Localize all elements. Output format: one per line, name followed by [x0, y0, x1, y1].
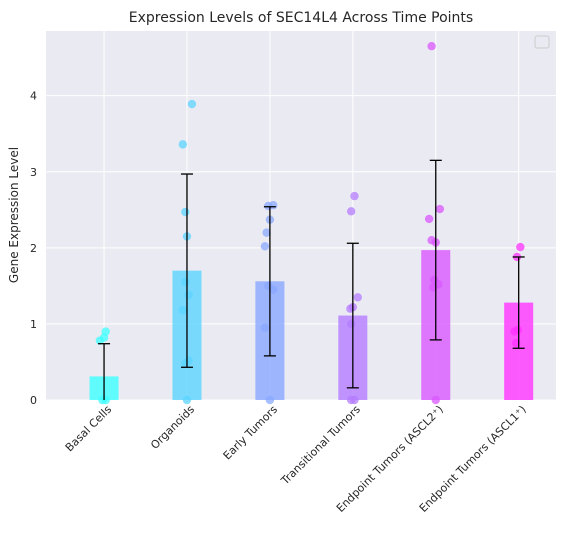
error-bar	[98, 343, 111, 400]
data-point	[346, 207, 356, 216]
x-tick-label: Organoids	[148, 403, 197, 452]
data-point	[98, 395, 107, 405]
data-point	[353, 293, 363, 302]
data-point	[427, 42, 436, 51]
data-point	[350, 395, 359, 405]
y-tick-label: 1	[30, 318, 37, 331]
data-point	[427, 236, 436, 245]
data-point	[178, 306, 188, 315]
data-point	[350, 191, 359, 201]
data-point	[431, 395, 440, 405]
chart-title: Expression Levels of SEC14L4 Across Time…	[129, 10, 473, 26]
data-point	[429, 275, 439, 284]
data-point	[101, 327, 110, 336]
data-point	[182, 395, 192, 405]
data-point	[181, 207, 190, 217]
plot-area	[46, 31, 556, 400]
data-point	[264, 281, 273, 291]
data-point	[346, 319, 356, 329]
x-tick-label: Basal Cells	[63, 403, 115, 455]
y-tick-label: 2	[30, 242, 37, 255]
data-point	[262, 228, 271, 237]
data-point	[184, 290, 193, 300]
x-tick-label: Transitional Tumors	[278, 403, 363, 488]
x-tick-labels: Basal Cells Organoids Early TumorsTransiti…	[63, 403, 529, 515]
data-point	[424, 214, 434, 224]
data-point	[260, 323, 270, 332]
error-bar	[180, 173, 193, 368]
error-bar	[346, 242, 359, 389]
error-bars	[98, 159, 525, 400]
data-point	[516, 242, 525, 252]
data-point	[435, 204, 445, 214]
data-point	[260, 242, 270, 251]
error-bar	[263, 206, 276, 357]
y-tick-label: 3	[30, 166, 37, 179]
data-point	[513, 325, 523, 335]
x-tick-label: Early Tumors	[221, 403, 281, 463]
data-point	[178, 140, 188, 149]
data-point	[184, 356, 193, 365]
data-point	[181, 277, 190, 287]
data-point	[265, 395, 275, 405]
data-point	[187, 99, 197, 109]
y-axis-label: Gene Expression Level	[7, 147, 21, 283]
y-tick-labels: 0 1 2 3 4	[30, 90, 37, 407]
error-bar	[429, 159, 442, 341]
legend-box	[534, 35, 550, 49]
error-bar	[512, 256, 525, 349]
y-tick-label: 0	[30, 394, 37, 407]
y-tick-label: 4	[30, 90, 37, 103]
